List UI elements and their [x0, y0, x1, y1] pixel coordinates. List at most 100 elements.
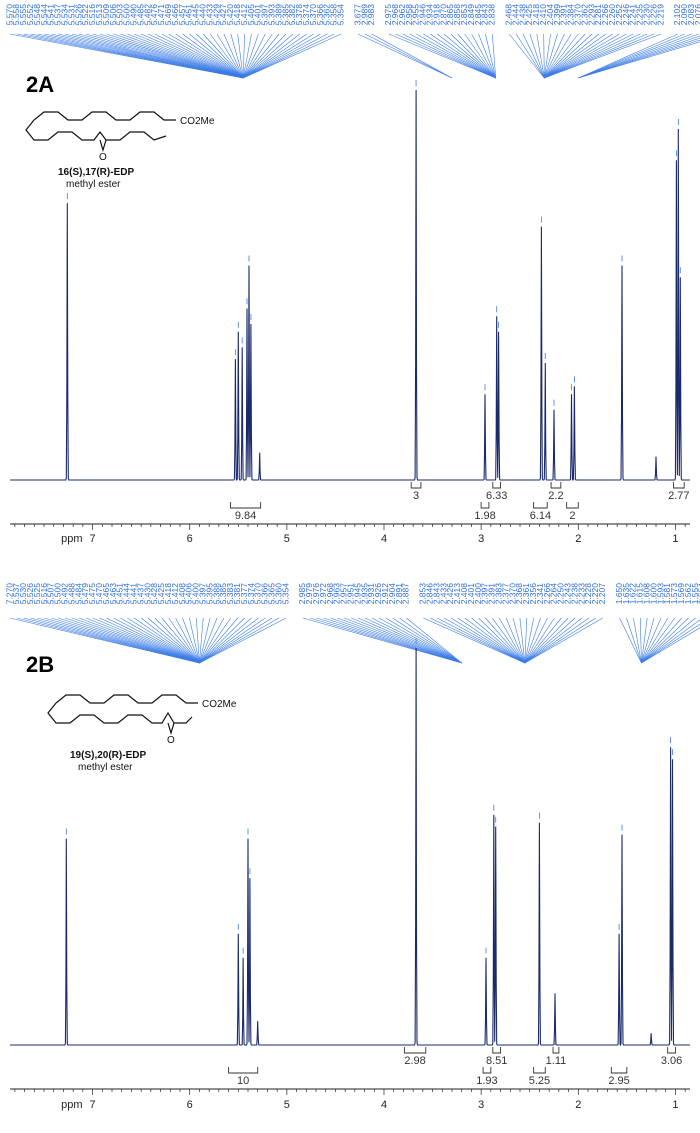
peak-label: 2.238: [569, 583, 579, 605]
x-tick-label: 2: [575, 1099, 581, 1111]
peak-leader: [633, 617, 642, 664]
epoxide-label: O: [99, 152, 107, 163]
integral-bracket: [673, 482, 685, 489]
peak-leader: [147, 33, 244, 79]
peak-leader: [209, 33, 244, 79]
peak-label: 2.233: [576, 583, 586, 605]
integral-bracket: [228, 1067, 259, 1074]
peak-label: 2.918: [431, 4, 441, 26]
peak-label: 2.985: [297, 583, 307, 605]
peak-leader: [351, 617, 462, 664]
panel-label: 2B: [26, 652, 54, 677]
peak-label-group: 1.6501.6351.6221.6151.6081.6001.5931.581…: [614, 583, 700, 664]
spectrum-trace: [10, 89, 690, 482]
peak-label: 2.226: [648, 4, 658, 26]
peak-leader: [543, 33, 545, 79]
integral: 3.06: [661, 1047, 682, 1067]
peak-leader: [544, 33, 593, 79]
integral: 2: [566, 502, 579, 522]
peak-label: 3.677: [352, 4, 362, 26]
peak-leader: [323, 617, 462, 664]
peak-leader: [578, 41, 700, 79]
peak-leader: [524, 617, 528, 664]
peak-label: 5.354: [335, 4, 345, 26]
peak-label: 5.457: [177, 4, 187, 26]
peak-leader: [544, 33, 641, 79]
peak-leader: [399, 617, 462, 664]
peak-label-group: 2.8532.8462.8432.4332.4262.4132.4082.401…: [418, 583, 607, 664]
peak-leader: [512, 617, 526, 664]
x-tick-label: 6: [187, 533, 193, 545]
peak-leader: [524, 617, 555, 664]
epoxide-label: O: [167, 735, 175, 746]
peak-label: 5.430: [142, 583, 152, 605]
peak-leader: [99, 617, 200, 664]
peak-leader: [120, 33, 244, 79]
peak-leader: [478, 617, 526, 664]
peak-leader: [127, 617, 200, 664]
x-tick-label: 3: [478, 533, 484, 545]
peak-label: 5.522: [80, 4, 90, 26]
peak-leader: [92, 33, 244, 79]
peak-leader: [216, 33, 244, 79]
peak-leader: [242, 33, 287, 79]
peak-leader: [423, 617, 525, 664]
peak-leader: [127, 33, 244, 79]
peak-leader: [357, 33, 453, 79]
peak-label: 2.391: [487, 583, 497, 605]
peak-label: 5.401: [253, 4, 263, 26]
peak-label: 5.530: [18, 583, 28, 605]
peak-leader: [44, 617, 200, 664]
peak-leader: [242, 33, 245, 79]
peak-label: 5.466: [170, 4, 180, 26]
peak-label: 2.293: [586, 4, 596, 26]
peak-label: 5.425: [156, 583, 166, 605]
peak-leader: [344, 617, 462, 664]
peak-leader: [641, 617, 689, 664]
peak-label: 2.243: [562, 583, 572, 605]
peak-leader: [578, 33, 692, 79]
peak-label: 2.979: [304, 583, 314, 605]
peak-leader: [443, 617, 526, 664]
peak-leader: [182, 617, 200, 664]
peak-leader: [196, 33, 244, 79]
integral-label: 9.84: [235, 510, 256, 522]
integral-bracket: [492, 1047, 502, 1054]
peak-label: 5.395: [204, 583, 214, 605]
peak-label: 2.241: [628, 4, 638, 26]
integral-label: 1.93: [476, 1075, 497, 1087]
peak-leader: [544, 33, 586, 79]
peak-leader: [436, 33, 496, 79]
peak-label: 2.384: [566, 4, 576, 26]
peak-leader: [199, 617, 280, 664]
peak-leader: [544, 33, 648, 79]
peak-label: 1.622: [628, 583, 638, 605]
integral-label: 2: [569, 510, 575, 522]
peak-leader: [199, 617, 238, 664]
integral-bracket: [533, 1067, 546, 1074]
peak-leader: [524, 617, 541, 664]
peak-label: 2.266: [600, 4, 610, 26]
peak-leader: [302, 617, 462, 664]
peak-leader: [485, 33, 497, 79]
peak-label: 5.374: [246, 583, 256, 605]
peak-leader: [395, 33, 496, 79]
peak-label: 5.471: [156, 4, 166, 26]
epoxide-ring: [167, 722, 175, 736]
peak-leader: [406, 617, 462, 664]
peak-label: 5.470: [94, 583, 104, 605]
ester-label: CO2Me: [180, 116, 215, 127]
peak-label: 2.230: [641, 4, 651, 26]
peak-label: 2.843: [431, 583, 441, 605]
peak-label: 1.573: [669, 583, 679, 605]
peak-label: 5.451: [184, 4, 194, 26]
peak-label: 2.413: [452, 583, 462, 605]
peak-label: 2.468: [503, 4, 513, 26]
integral: 6.33: [486, 482, 507, 502]
peak-leader: [457, 33, 496, 79]
peak-label: 5.360: [273, 583, 283, 605]
integral-label: 6.14: [530, 510, 551, 522]
peak-label-group: 2.4682.4442.4382.4252.4182.4102.4042.399…: [503, 4, 665, 79]
integral-bracket: [230, 502, 262, 509]
integral: 2.98: [403, 1047, 427, 1067]
